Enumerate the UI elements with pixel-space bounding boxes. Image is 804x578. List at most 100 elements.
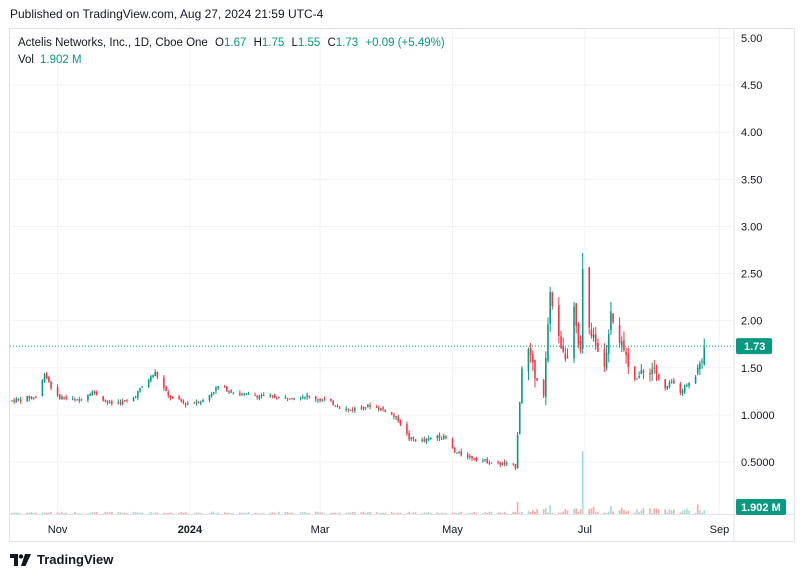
close-label: C <box>327 37 336 49</box>
time-axis[interactable]: Nov 2024 Mar May Jul Sep <box>48 524 729 536</box>
candle-body <box>78 399 81 401</box>
candle-body <box>612 313 614 323</box>
chart-frame[interactable] <box>9 28 795 542</box>
volume-bar <box>243 512 245 514</box>
volume-bar <box>226 512 228 514</box>
volume-bar <box>95 511 98 514</box>
candle-body <box>518 402 521 434</box>
volume-bar <box>338 512 341 514</box>
volume-bar <box>490 511 493 514</box>
candle-body <box>262 395 265 397</box>
candle-body <box>633 367 636 380</box>
volume-bar <box>17 512 20 514</box>
candle-body <box>89 394 91 396</box>
volume-bar <box>217 512 219 514</box>
volume-bar <box>232 513 235 514</box>
volume-bar <box>291 512 293 514</box>
volume-bar <box>605 512 608 514</box>
candle-body <box>560 336 562 349</box>
candle-body <box>382 407 384 410</box>
volume-bar <box>390 511 393 514</box>
candle-body <box>273 395 276 398</box>
candle-body <box>666 386 669 390</box>
candle-body <box>436 435 439 439</box>
y-tick-label: 0.5000 <box>741 457 775 469</box>
volume-bar <box>87 513 89 514</box>
price-axis[interactable]: 5.00 4.50 4.00 3.50 3.00 2.50 2.00 1.50 1.0000 0.… <box>10 29 794 541</box>
y-tick-label: 3.00 <box>741 221 762 233</box>
volume-bar <box>108 511 111 514</box>
volume-bar <box>35 512 37 514</box>
volume-bar <box>683 510 686 514</box>
x-tick-label: Sep <box>710 524 730 536</box>
y-tick-label: 1.0000 <box>741 410 775 422</box>
candle-body <box>330 398 332 401</box>
candle-body <box>139 388 141 392</box>
candle-body <box>484 459 486 461</box>
volume-bar <box>497 512 499 514</box>
tradingview-brand[interactable]: TradingView <box>10 552 113 567</box>
volume-bar <box>423 512 426 514</box>
volume-bar <box>45 512 48 514</box>
volume-bar <box>703 510 706 514</box>
candle-body <box>80 399 83 401</box>
candle-body <box>558 305 560 336</box>
volume-bar <box>699 509 701 514</box>
volume-bar <box>503 511 506 514</box>
volume-bar <box>41 512 44 514</box>
volume-bar <box>395 513 397 514</box>
candle-body <box>232 392 235 394</box>
volume-bar <box>364 512 367 514</box>
candle-body <box>306 395 308 398</box>
volume-bar <box>607 511 610 514</box>
candle-body <box>360 407 363 409</box>
candle-body <box>653 367 656 369</box>
candle-body <box>425 439 428 442</box>
volume-bar <box>360 512 363 514</box>
volume-bar <box>664 509 666 514</box>
candle-body <box>95 391 98 396</box>
volume-bar <box>245 512 248 514</box>
candle-body <box>71 398 74 400</box>
volume-bar <box>180 512 183 514</box>
volume-bar <box>278 511 280 514</box>
candle-body <box>703 347 706 365</box>
candle-body <box>215 387 217 392</box>
volume-bar <box>475 513 478 514</box>
volume-bar <box>315 511 317 514</box>
candle-body <box>473 458 476 460</box>
volume-bar <box>460 511 462 514</box>
volume-bar <box>165 513 167 514</box>
candle-body <box>117 402 120 404</box>
volume-value: 1.902 M <box>40 54 82 66</box>
candle-body <box>87 395 89 401</box>
candle-body <box>336 406 339 408</box>
candle-body <box>288 398 291 400</box>
volume-bar <box>213 511 215 514</box>
candle-body <box>243 393 245 395</box>
volume-bar <box>384 512 387 514</box>
candle-body <box>28 395 31 399</box>
volume-bar <box>516 501 519 514</box>
volume-bar <box>668 509 671 514</box>
candle-body <box>521 368 523 404</box>
candle-body <box>607 334 610 354</box>
candle-body <box>566 357 569 359</box>
candle-body <box>108 402 111 404</box>
volume-bar <box>425 512 428 514</box>
volume-bar <box>501 513 504 514</box>
candle-body <box>258 395 261 399</box>
volume-bar <box>438 513 441 514</box>
volume-bar <box>71 513 74 514</box>
candle-body <box>469 456 471 458</box>
candle-body <box>369 405 371 407</box>
volume-bar <box>284 511 287 514</box>
volume-bar <box>620 507 623 514</box>
symbol-title: Actelis Networks, Inc., 1D, Cboe One <box>18 37 208 49</box>
candle-body <box>367 404 369 407</box>
volume-bar <box>636 509 638 514</box>
candle-body <box>668 382 671 387</box>
volume-bar <box>473 511 476 514</box>
candle-body <box>178 396 180 400</box>
